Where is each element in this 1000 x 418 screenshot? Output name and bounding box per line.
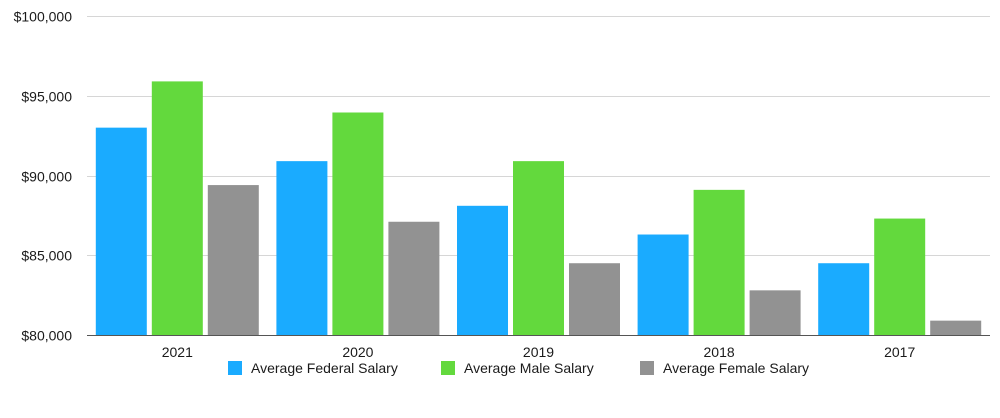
x-tick-label: 2021 xyxy=(162,344,193,360)
legend-label-female: Average Female Salary xyxy=(663,360,810,376)
bar-average-male-salary-2021 xyxy=(151,81,203,336)
bar-average-male-salary-2018 xyxy=(693,189,745,335)
legend-label-federal: Average Federal Salary xyxy=(251,360,398,376)
bars xyxy=(95,81,982,336)
legend-swatch-female xyxy=(640,361,654,375)
bar-average-federal-salary-2019 xyxy=(457,205,508,335)
bar-average-female-salary-2017 xyxy=(930,320,982,335)
bar-average-federal-salary-2020 xyxy=(276,161,328,335)
bar-average-male-salary-2019 xyxy=(513,161,564,335)
bar-average-male-salary-2017 xyxy=(874,218,926,335)
y-tick-label: $100,000 xyxy=(14,9,73,25)
bar-average-female-salary-2019 xyxy=(569,263,620,335)
x-tick-label: 2019 xyxy=(523,344,554,360)
legend-label-male: Average Male Salary xyxy=(464,360,594,376)
bar-average-female-salary-2020 xyxy=(388,221,440,335)
y-tick-label: $80,000 xyxy=(21,328,72,344)
bar-average-federal-salary-2017 xyxy=(818,263,870,335)
legend-swatch-male xyxy=(441,361,455,375)
y-tick-label: $90,000 xyxy=(21,169,72,185)
y-axis: $80,000 $85,000 $90,000 $95,000 $100,000 xyxy=(14,9,73,344)
y-tick-label: $95,000 xyxy=(21,89,72,105)
bar-average-federal-salary-2018 xyxy=(637,234,689,335)
legend-item-federal: Average Federal Salary xyxy=(228,358,398,378)
legend-swatch-federal xyxy=(228,361,242,375)
bar-average-female-salary-2018 xyxy=(749,290,801,335)
x-tick-label: 2020 xyxy=(342,344,373,360)
legend-item-male: Average Male Salary xyxy=(441,358,594,378)
legend: Average Federal Salary Average Male Sala… xyxy=(0,358,1000,378)
x-tick-label: 2017 xyxy=(884,344,915,360)
bar-average-male-salary-2020 xyxy=(332,112,384,335)
y-tick-label: $85,000 xyxy=(21,248,72,264)
bar-average-female-salary-2021 xyxy=(207,185,259,335)
x-axis: 2021 2020 2019 2018 2017 xyxy=(162,344,916,360)
legend-item-female: Average Female Salary xyxy=(640,358,809,378)
bar-average-federal-salary-2021 xyxy=(95,127,147,336)
x-tick-label: 2018 xyxy=(704,344,735,360)
